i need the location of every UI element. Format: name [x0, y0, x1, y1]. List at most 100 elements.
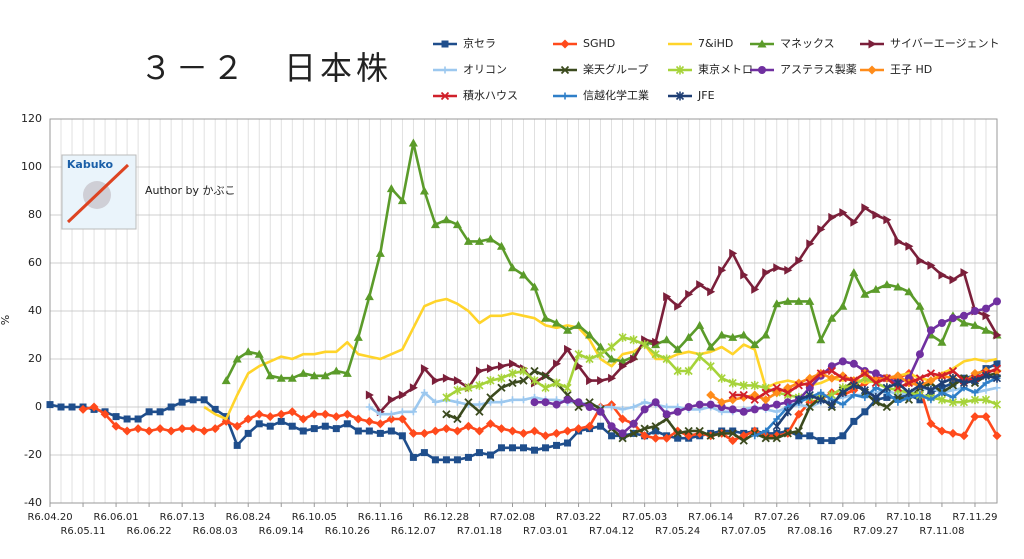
marker [882, 374, 892, 383]
marker [607, 354, 617, 363]
marker [651, 398, 660, 407]
marker [729, 427, 737, 435]
marker [959, 311, 968, 320]
marker [111, 421, 121, 431]
marker [441, 40, 449, 48]
marker [937, 371, 947, 380]
x-tick-label: R7.09.27 [853, 526, 898, 537]
marker [475, 366, 484, 376]
marker [750, 340, 760, 349]
marker [560, 39, 570, 49]
marker [751, 284, 760, 294]
x-tick-label: R7.04.12 [589, 526, 634, 537]
marker [673, 344, 683, 353]
marker [431, 398, 439, 406]
marker [916, 396, 924, 404]
x-tick-label: R6.05.11 [60, 526, 105, 537]
marker [674, 301, 683, 311]
marker [530, 282, 540, 291]
y-tick-label: 100 [21, 160, 42, 173]
marker [287, 373, 297, 382]
marker [838, 374, 847, 383]
marker [331, 366, 341, 375]
marker [761, 403, 770, 411]
marker [872, 210, 881, 220]
marker [596, 407, 605, 416]
marker [761, 434, 770, 443]
marker [145, 408, 153, 416]
marker [849, 359, 858, 368]
marker [519, 270, 528, 279]
marker [675, 65, 685, 75]
series-line [368, 206, 999, 414]
y-tick-label: -20 [24, 448, 42, 461]
marker [123, 415, 131, 423]
marker [552, 378, 561, 388]
marker [762, 427, 770, 435]
marker [508, 359, 517, 369]
marker [608, 373, 617, 383]
marker [586, 376, 595, 386]
marker [982, 386, 990, 394]
marker [860, 289, 870, 298]
marker [276, 373, 286, 382]
x-tick-label: R6.08.24 [226, 512, 271, 523]
marker [652, 337, 661, 347]
marker [442, 456, 450, 464]
marker [563, 325, 573, 334]
marker [728, 390, 737, 400]
marker [354, 427, 362, 435]
marker [408, 138, 418, 147]
marker [872, 384, 880, 392]
marker [440, 91, 450, 101]
marker [758, 66, 766, 74]
marker [431, 456, 439, 464]
marker [860, 385, 869, 395]
marker [882, 402, 892, 412]
marker [806, 432, 814, 440]
marker [553, 441, 561, 449]
marker [685, 289, 694, 299]
marker [387, 410, 395, 418]
marker [794, 426, 803, 436]
marker [827, 400, 836, 410]
marker [684, 403, 693, 411]
marker [254, 409, 264, 419]
marker [739, 436, 748, 445]
marker [618, 414, 628, 424]
marker [244, 429, 252, 437]
marker [243, 414, 253, 424]
marker [673, 366, 682, 376]
logo-arrow [66, 163, 130, 224]
marker [232, 421, 242, 431]
marker [904, 378, 914, 388]
marker [739, 380, 748, 390]
marker [948, 428, 958, 438]
x-tick-label: R7.07.26 [754, 512, 799, 523]
marker [662, 335, 672, 344]
marker [431, 376, 440, 386]
marker [717, 397, 727, 407]
marker [531, 446, 539, 454]
marker [629, 335, 638, 345]
marker [651, 422, 660, 431]
x-tick-label: R6.11.16 [358, 512, 403, 523]
marker [89, 402, 99, 412]
series-line [203, 297, 998, 421]
marker [948, 381, 958, 390]
marker [398, 390, 407, 400]
x-tick-label: R7.11.29 [952, 512, 997, 523]
marker [871, 284, 881, 293]
marker [739, 330, 749, 339]
marker [926, 385, 935, 395]
marker [915, 380, 924, 390]
marker [971, 389, 979, 397]
marker [784, 265, 793, 275]
marker [375, 248, 385, 257]
marker [982, 311, 991, 321]
marker [618, 429, 627, 438]
marker [993, 297, 1001, 306]
marker [552, 318, 562, 327]
marker [57, 403, 65, 411]
